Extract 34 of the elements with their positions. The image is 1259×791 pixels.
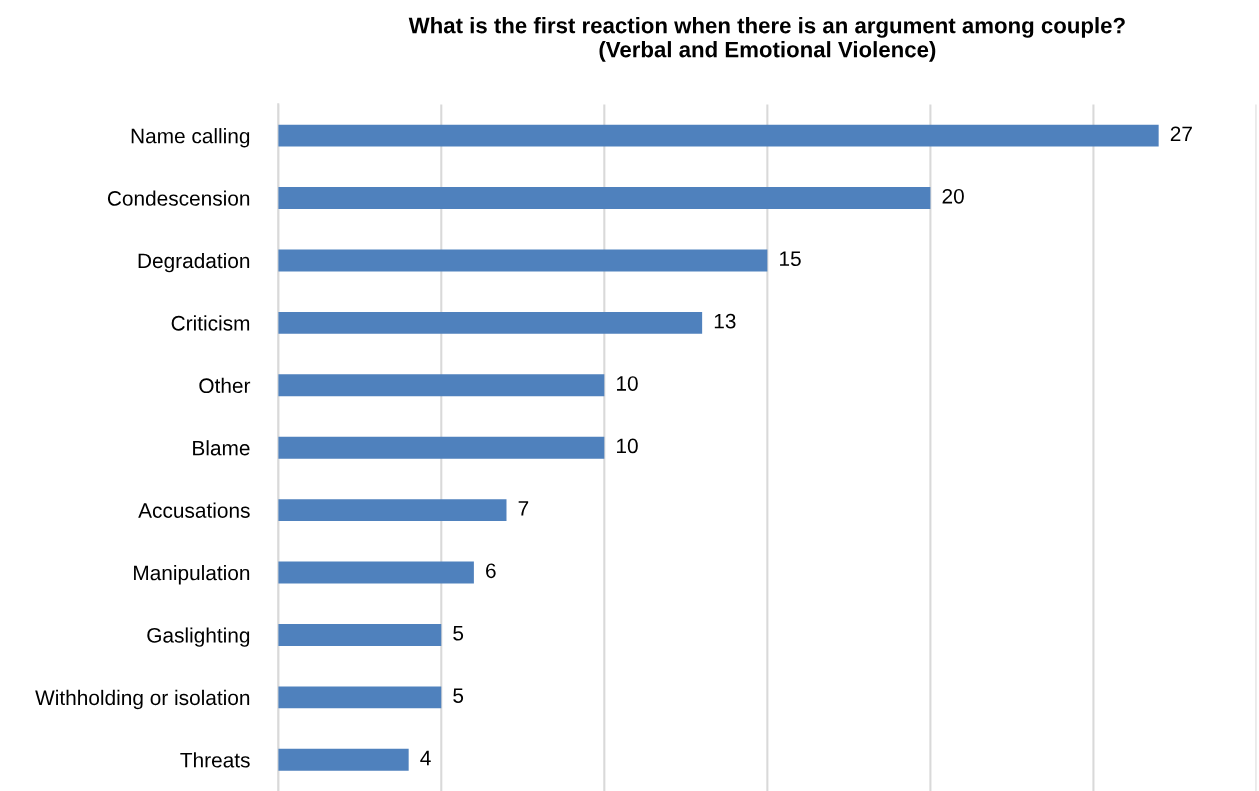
y-tick-label: Threats — [180, 752, 250, 768]
y-tick-label: Name calling — [131, 128, 250, 148]
y-tick-label: Degradation — [138, 252, 250, 273]
y-tick-label: Other — [199, 377, 251, 394]
data-label: 5 — [453, 626, 464, 641]
data-label: 10 — [617, 438, 638, 454]
bar — [278, 561, 474, 584]
data-label: 5 — [453, 688, 464, 703]
y-tick-label: Accusations — [138, 502, 250, 518]
bar — [278, 249, 768, 272]
bar — [278, 124, 1159, 147]
data-label: 27 — [1170, 126, 1192, 142]
data-label: 4 — [420, 750, 431, 766]
data-label: 7 — [518, 501, 529, 516]
y-tick-label: Gaslighting — [147, 627, 250, 647]
bar — [278, 187, 931, 209]
data-label: 20 — [942, 188, 964, 204]
bar — [278, 436, 605, 459]
y-tick-label: Blame — [193, 440, 250, 456]
y-tick-label: Withholding or isolation — [35, 689, 250, 710]
bar — [278, 624, 442, 646]
bar — [278, 686, 442, 709]
data-label: 15 — [780, 251, 801, 267]
y-tick-label: Criticism — [171, 315, 250, 331]
chart-title: What is the first reaction when there is an argument among couple? (Verbal and Emotional Violence) — [408, 17, 1125, 62]
y-tick-label: Condescension — [107, 190, 250, 206]
bar — [278, 748, 409, 771]
data-label: 13 — [714, 313, 736, 329]
bar — [278, 499, 507, 522]
data-label: 10 — [617, 376, 638, 391]
y-tick-label: Manipulation — [134, 564, 250, 585]
bar — [278, 311, 703, 334]
bar — [278, 374, 605, 397]
data-label: 6 — [486, 563, 496, 579]
